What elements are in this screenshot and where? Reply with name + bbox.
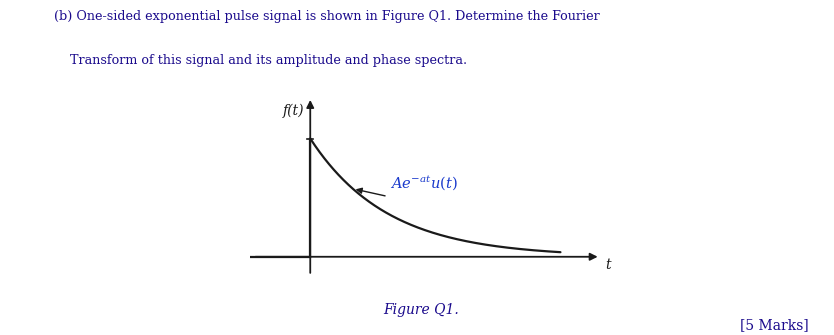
Text: (b) One-sided exponential pulse signal is shown in Figure Q1. Determine the Four: (b) One-sided exponential pulse signal i…: [54, 10, 600, 23]
Text: Transform of this signal and its amplitude and phase spectra.: Transform of this signal and its amplitu…: [54, 54, 467, 67]
Text: $Ae^{-at}u(t)$: $Ae^{-at}u(t)$: [390, 173, 458, 192]
Text: Figure Q1.: Figure Q1.: [384, 303, 459, 317]
Text: [5 Marks]: [5 Marks]: [741, 318, 809, 332]
Text: t: t: [605, 258, 611, 272]
Text: f(t): f(t): [283, 104, 304, 118]
